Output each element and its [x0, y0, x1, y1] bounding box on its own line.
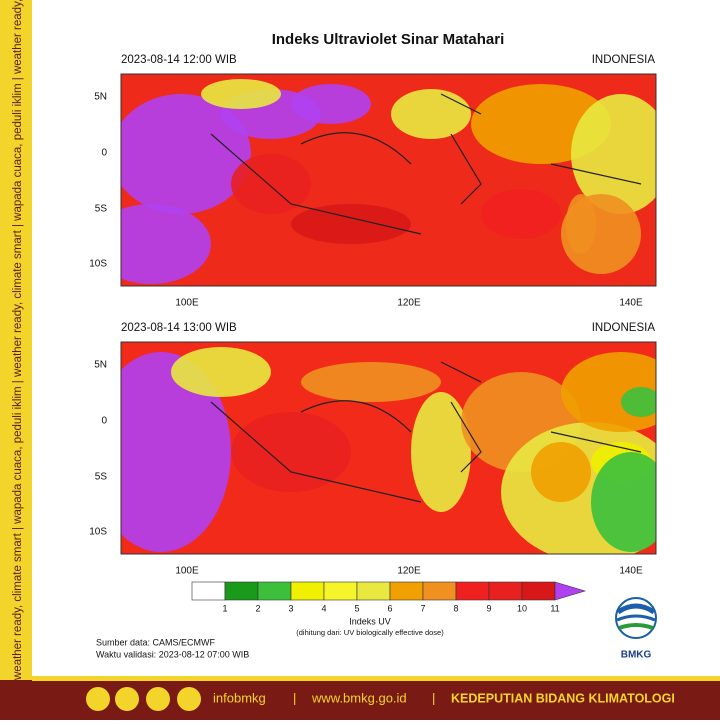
colorbar-tick-label: 8 [453, 603, 458, 613]
lat-label: 0 [101, 148, 107, 159]
footer-handle[interactable]: infobmkg [213, 690, 266, 705]
map-frame [120, 73, 657, 287]
panel-datetime: 2023-08-14 13:00 WIB [121, 322, 237, 334]
youtube-icon[interactable] [146, 687, 170, 711]
source: Sumber data: CAMS/ECMWF [96, 637, 216, 647]
lat-label: 5S [95, 472, 108, 483]
colorbar-tick-label: 5 [354, 603, 359, 613]
panels: 2023-08-14 12:00 WIB INDONESIA 5N 0 5S 10S 100… [89, 54, 657, 577]
separator: | [432, 690, 435, 705]
colorbar-box [290, 581, 325, 601]
lat-label: 10S [89, 527, 107, 538]
uv-region [481, 189, 561, 239]
uv-region [291, 84, 371, 124]
panel-region: INDONESIA [592, 54, 656, 66]
lon-label: 100E [175, 566, 199, 577]
lat-label: 0 [101, 416, 107, 427]
uv-region [301, 362, 441, 402]
logo-text: BMKG [621, 650, 652, 661]
uv-region [201, 79, 281, 109]
colorbar-tick-label: 4 [321, 603, 326, 613]
uv-region [231, 412, 351, 492]
colorbar-tick-label: 1 [222, 603, 227, 613]
colorbar-box [323, 581, 358, 601]
uv-region [571, 94, 656, 214]
colorbar-tick-label: 10 [517, 603, 527, 613]
map-frame [120, 341, 657, 555]
colorbar-box [356, 581, 391, 601]
colorbar-box [389, 581, 424, 601]
footer-department: KEDEPUTIAN BIDANG KLIMATOLOGI [451, 691, 675, 705]
uv-region [591, 452, 656, 552]
colorbar-tick-label: 7 [420, 603, 425, 613]
lat-label: 10S [89, 259, 107, 270]
lon-label: 140E [619, 298, 643, 309]
uv-region [231, 154, 311, 214]
separator: | [293, 690, 296, 705]
colorbar-box [422, 581, 457, 601]
coastline [210, 361, 642, 503]
colorbar: 1 2 3 4 5 6 7 8 9 10 11 [191, 581, 587, 613]
colorbar-tick-label: 3 [288, 603, 293, 613]
validity: Waktu validasi: 2023-08-12 07:00 WIB [96, 649, 249, 659]
uv-region [291, 204, 411, 244]
colorbar-note: (dihitung dari: UV biologically effectiv… [296, 628, 444, 637]
uv-map [121, 342, 656, 554]
colorbar-box [224, 581, 259, 601]
lon-label: 120E [397, 566, 421, 577]
bmkg-logo [615, 597, 657, 639]
colorbar-tick-label: 6 [387, 603, 392, 613]
uv-region [391, 89, 471, 139]
colorbar-label: Indeks UV [349, 616, 391, 626]
colorbar-box [521, 581, 556, 601]
colorbar-box [488, 581, 523, 601]
uv-region [121, 352, 231, 552]
colorbar-box [257, 581, 292, 601]
uv-region [171, 347, 271, 397]
colorbar-tick-label: 2 [255, 603, 260, 613]
lat-label: 5N [94, 360, 107, 371]
uv-region [121, 204, 211, 284]
colorbar-tick-label: 11 [550, 603, 559, 613]
uv-region [531, 442, 591, 502]
panel-datetime: 2023-08-14 12:00 WIB [121, 54, 237, 66]
title: Indeks Ultraviolet Sinar Matahari [272, 31, 505, 48]
footer-website[interactable]: www.bmkg.go.id [311, 690, 407, 705]
footer-edge [32, 676, 720, 681]
uv-map [121, 74, 656, 286]
uv-region [411, 392, 471, 512]
lat-label: 5S [95, 204, 108, 215]
side-strip [0, 0, 32, 680]
colorbar-tick-label: 9 [486, 603, 491, 613]
colorbar-arrow [554, 581, 587, 601]
uv-region [121, 94, 251, 214]
lon-label: 100E [175, 298, 199, 309]
coastline [210, 93, 642, 235]
colorbar-box [455, 581, 490, 601]
lat-label: 5N [94, 92, 107, 103]
lon-label: 140E [619, 566, 643, 577]
social-icons [86, 687, 201, 711]
uv-region [566, 194, 596, 254]
uv-region [561, 352, 656, 432]
instagram-icon[interactable] [177, 687, 201, 711]
side-text: weather ready, climate smart | wapada cu… [12, 0, 24, 681]
uv-region [621, 387, 656, 417]
facebook-icon[interactable] [115, 687, 139, 711]
twitter-icon[interactable] [86, 687, 110, 711]
panel-region: INDONESIA [592, 322, 656, 334]
colorbar-box [191, 581, 226, 601]
lon-label: 120E [397, 298, 421, 309]
